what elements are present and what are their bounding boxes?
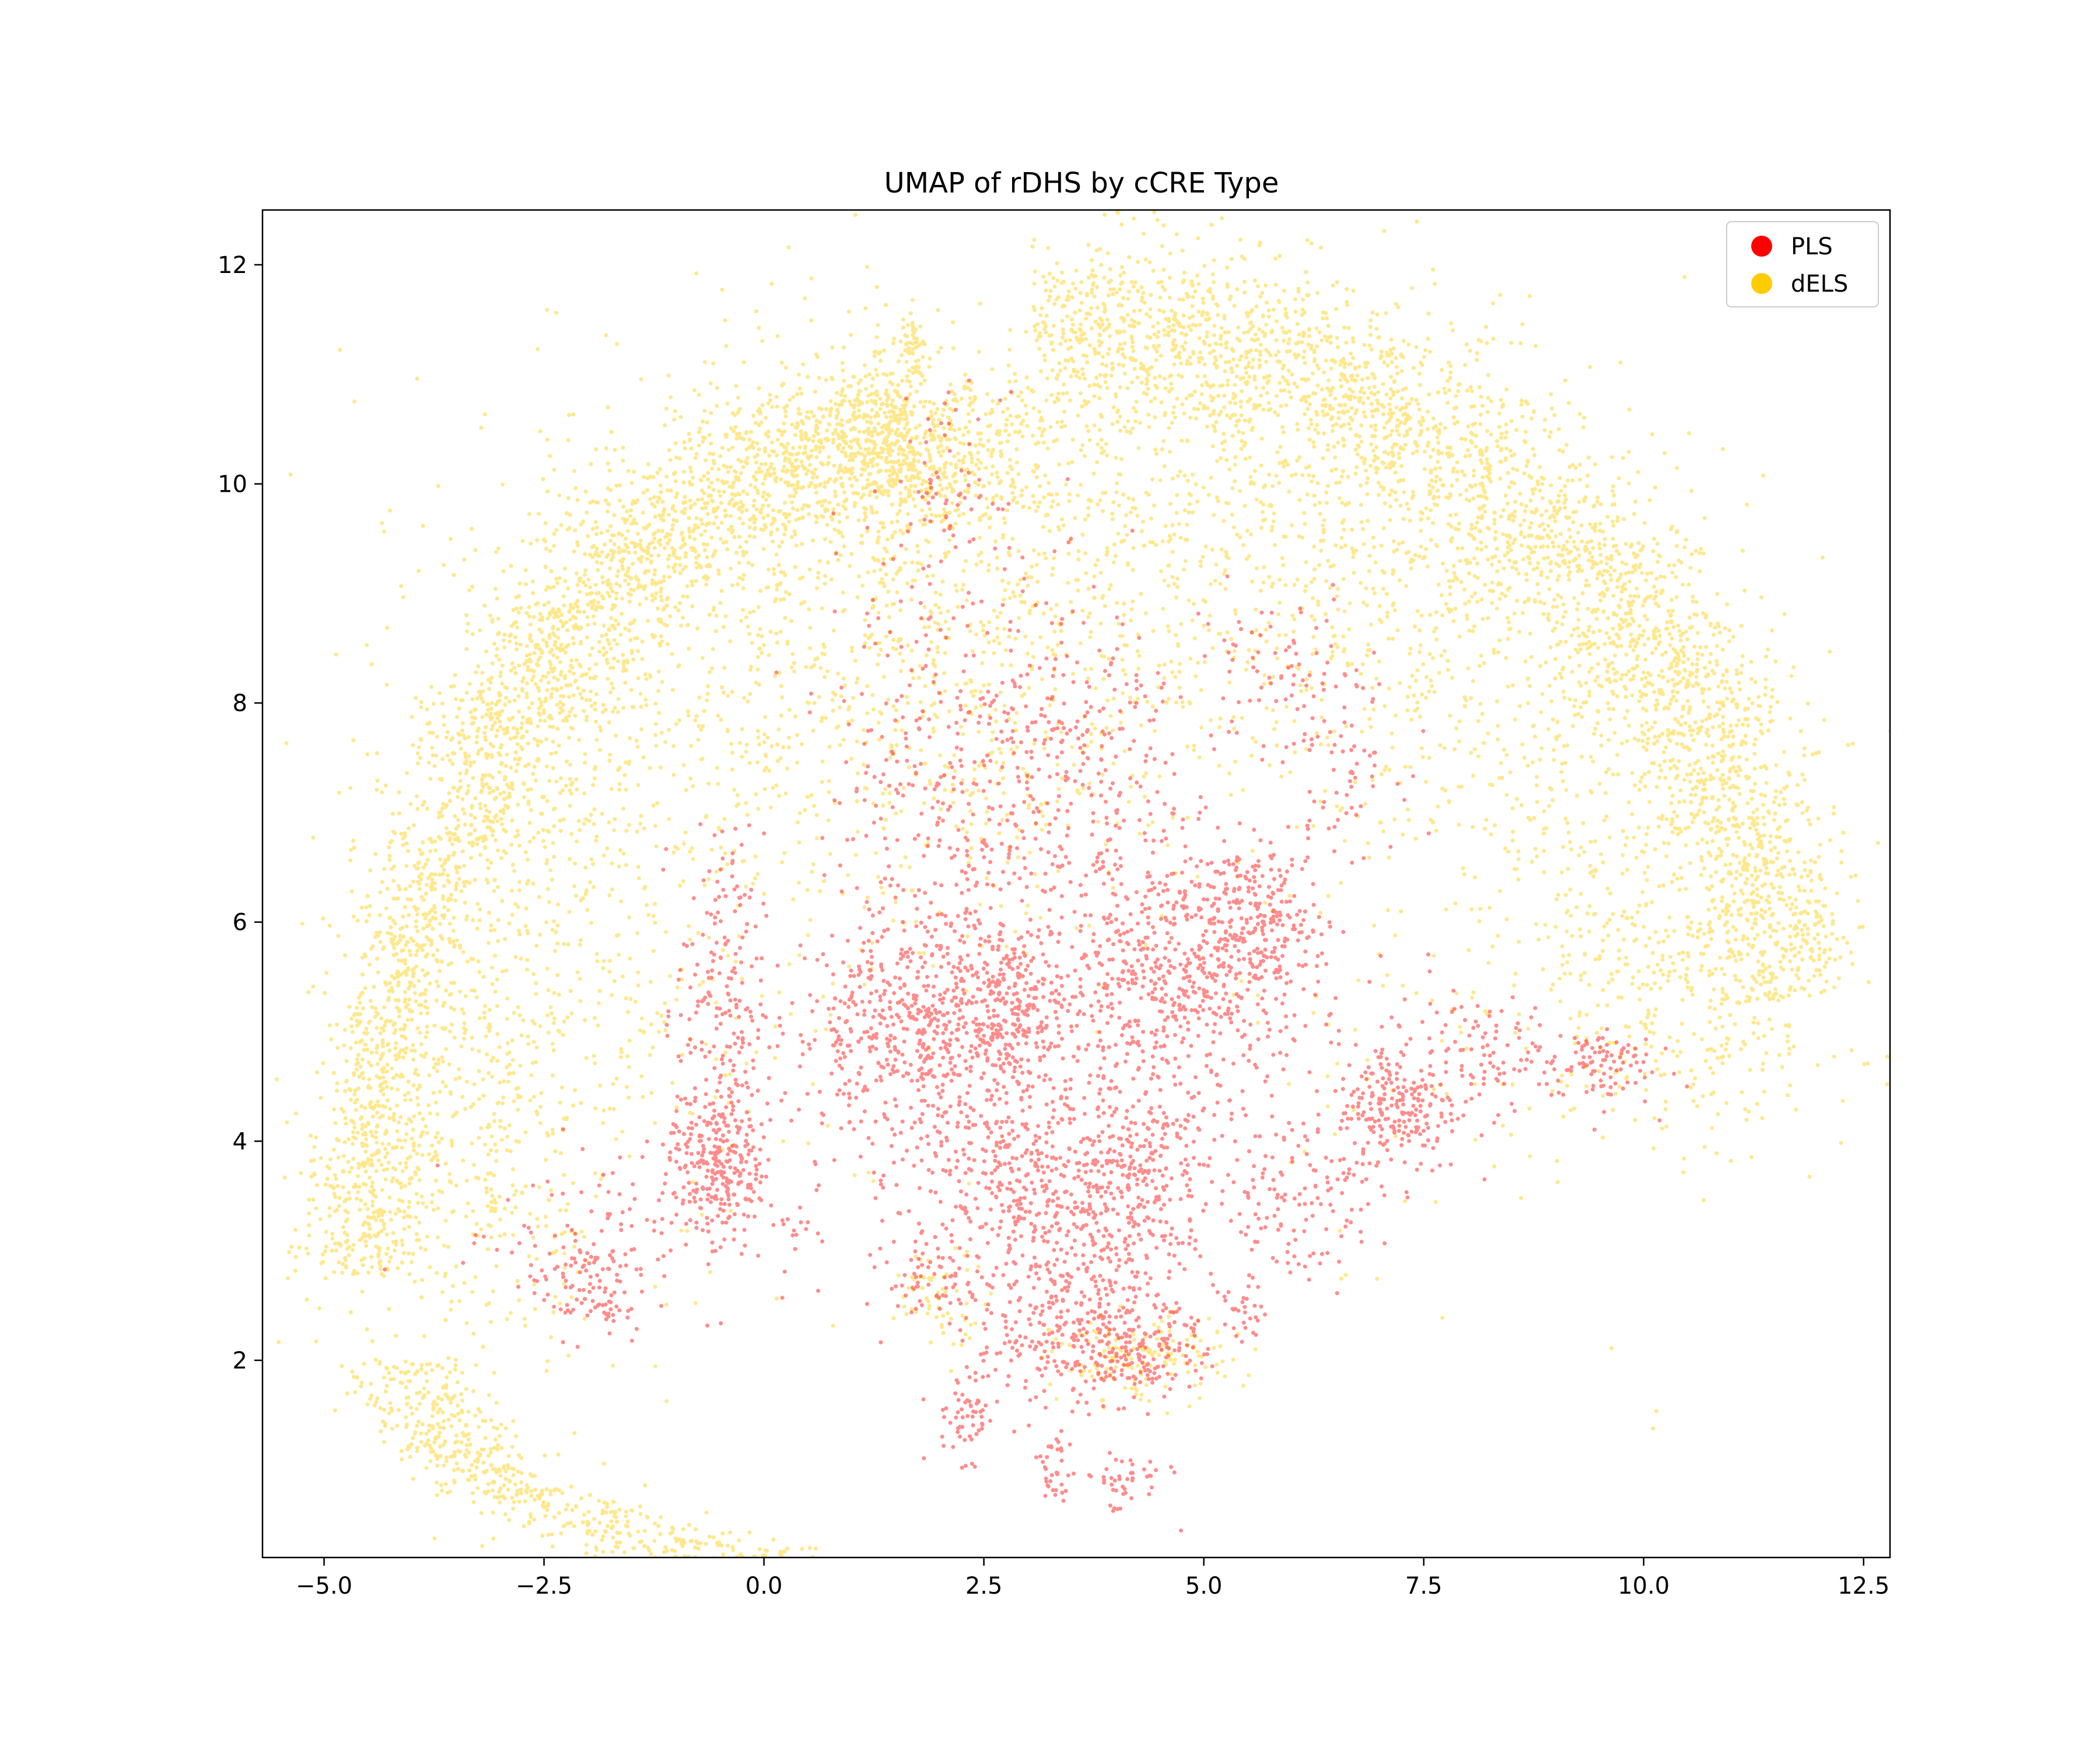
x-axis: −5.0 −2.5 0.0 2.5 5.0 7.5 10.0 12.5 [296, 1558, 1889, 1600]
y-tick-label: 12 [218, 252, 247, 279]
chart-title: UMAP of rDHS by cCRE Type [884, 167, 1279, 200]
x-tick-label: 10.0 [1618, 1573, 1670, 1600]
plot-frame [261, 209, 1891, 1559]
y-tick-label: 6 [233, 909, 247, 936]
y-tick-label: 10 [218, 471, 247, 498]
y-tick-label: 8 [233, 690, 247, 717]
legend-label: dELS [1791, 271, 1848, 298]
y-tick-label: 4 [233, 1128, 247, 1155]
legend-label: PLS [1791, 233, 1833, 260]
legend-marker [1751, 273, 1772, 294]
scatter-points [274, 210, 1890, 1558]
legend: PLS dELS [1726, 221, 1879, 307]
y-tick-label: 2 [233, 1348, 247, 1374]
scatter-series-PLS [383, 378, 1689, 1533]
legend-marker [1751, 236, 1772, 257]
x-tick-label: −2.5 [516, 1573, 572, 1600]
x-tick-label: 5.0 [1185, 1573, 1223, 1600]
x-tick-label: 12.5 [1838, 1573, 1889, 1600]
scatter-series-dELS [274, 210, 1890, 1558]
y-axis: 2 4 6 8 10 12 [218, 252, 262, 1374]
x-tick-label: 7.5 [1405, 1573, 1443, 1600]
x-tick-label: −5.0 [296, 1573, 352, 1600]
x-tick-label: 0.0 [746, 1573, 783, 1600]
x-tick-label: 2.5 [965, 1573, 1003, 1600]
